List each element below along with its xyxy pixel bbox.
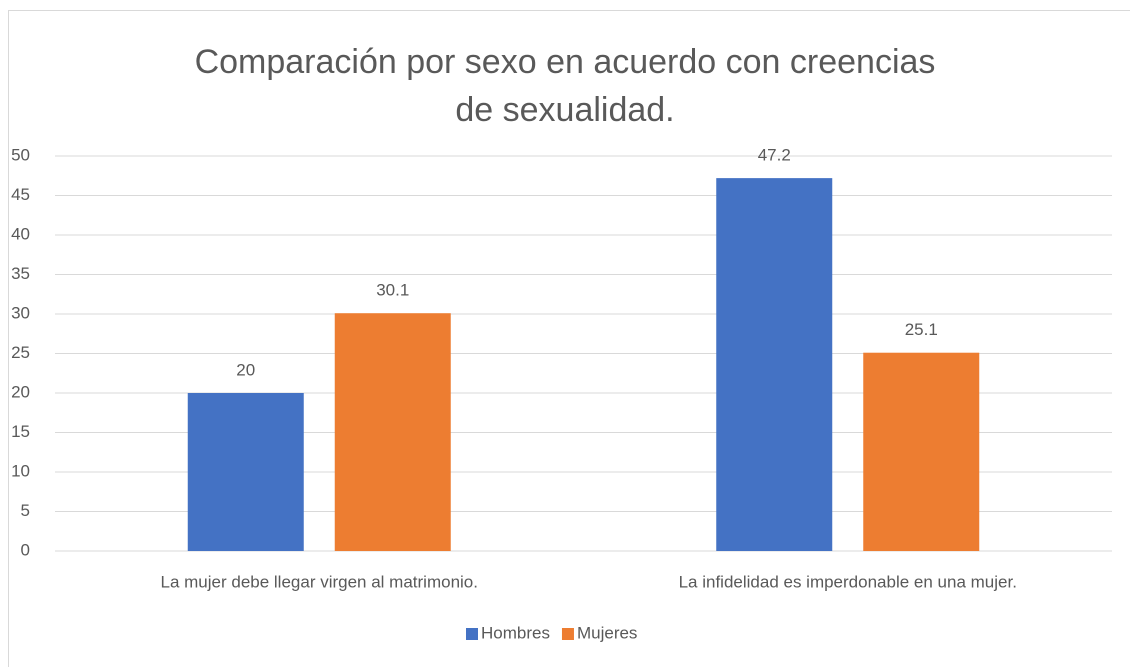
legend-label: Mujeres [577,623,637,642]
x-tick-label: La mujer debe llegar virgen al matrimoni… [161,572,479,591]
y-tick-label: 20 [11,382,30,401]
y-tick-label: 45 [11,185,30,204]
y-tick-label: 30 [11,303,30,322]
y-tick-label: 10 [11,461,30,480]
legend-swatch [561,628,574,640]
data-label: 20 [236,360,255,379]
x-tick-label: La infidelidad es imperdonable en una mu… [679,572,1017,591]
y-tick-label: 35 [11,264,30,283]
y-tick-label: 25 [11,343,30,362]
legend-label: Hombres [481,623,550,642]
y-tick-label: 50 [11,145,30,164]
legend-swatch [466,628,478,640]
bar [334,313,451,551]
y-tick-label: 5 [21,501,30,520]
data-label: 47.2 [758,146,791,165]
y-tick-label: 40 [11,224,30,243]
data-label: 30.1 [376,281,409,300]
bar [716,178,833,551]
bar [187,393,304,551]
chart-title: Comparación por sexo en acuerdo con cree… [194,43,936,129]
y-tick-label: 0 [21,540,30,559]
bar [863,352,980,551]
chart-border [8,10,1130,667]
data-label: 25.1 [905,320,938,339]
y-tick-label: 15 [11,422,30,441]
